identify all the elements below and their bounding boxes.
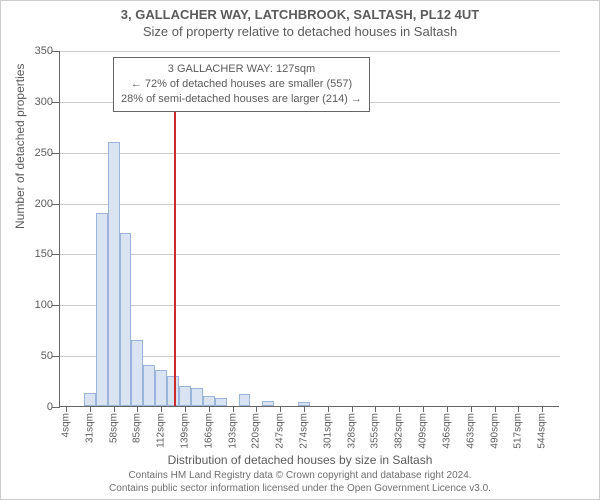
- x-tick-label: 58sqm: [108, 413, 119, 443]
- x-tick-label: 112sqm: [156, 413, 167, 448]
- x-tick-label: 436sqm: [441, 413, 452, 449]
- histogram-bar: [155, 370, 167, 406]
- x-tick-label: 301sqm: [322, 413, 333, 449]
- histogram-bar: [96, 213, 108, 406]
- x-tick-label: 382sqm: [394, 413, 405, 449]
- x-tick: [114, 406, 115, 412]
- x-tick-label: 220sqm: [251, 413, 262, 449]
- y-tick: [52, 51, 60, 52]
- x-tick-label: 85sqm: [132, 413, 143, 443]
- histogram-bar: [215, 398, 227, 406]
- x-tick: [137, 406, 138, 412]
- x-tick-label: 274sqm: [299, 413, 310, 449]
- y-tick-label: 150: [13, 248, 53, 260]
- y-tick-label: 200: [13, 198, 53, 210]
- callout-line1: 3 GALLACHER WAY: 127sqm: [121, 62, 362, 77]
- x-tick-label: 31sqm: [84, 413, 95, 443]
- x-tick: [90, 406, 91, 412]
- y-tick-label: 250: [13, 147, 53, 159]
- x-tick-label: 193sqm: [227, 413, 238, 449]
- y-tick: [52, 356, 60, 357]
- histogram-bar: [203, 396, 215, 406]
- y-tick-label: 100: [13, 299, 53, 311]
- y-tick: [52, 153, 60, 154]
- y-tick-label: 0: [13, 401, 53, 413]
- x-tick: [185, 406, 186, 412]
- y-tick: [52, 305, 60, 306]
- histogram-bar: [108, 142, 120, 406]
- x-axis-title: Distribution of detached houses by size …: [1, 453, 599, 467]
- y-tick-label: 300: [13, 96, 53, 108]
- grid-line: [60, 254, 560, 255]
- chart-area: 0501001502002503003504sqm31sqm58sqm85sqm…: [59, 51, 559, 407]
- histogram-bar: [191, 388, 203, 406]
- histogram-bar: [84, 393, 96, 406]
- x-tick: [471, 406, 472, 412]
- y-tick: [52, 204, 60, 205]
- footer-line1: Contains HM Land Registry data © Crown c…: [1, 469, 599, 482]
- x-tick: [304, 406, 305, 412]
- x-tick: [542, 406, 543, 412]
- y-tick-label: 50: [13, 350, 53, 362]
- histogram-bar: [239, 394, 251, 406]
- y-tick: [52, 407, 60, 408]
- histogram-bar: [262, 401, 274, 406]
- x-tick: [447, 406, 448, 412]
- histogram-bar: [143, 365, 155, 406]
- x-tick: [352, 406, 353, 412]
- x-tick: [399, 406, 400, 412]
- y-tick-label: 350: [13, 45, 53, 57]
- x-tick: [328, 406, 329, 412]
- y-tick: [52, 254, 60, 255]
- grid-line: [60, 204, 560, 205]
- page-title: 3, GALLACHER WAY, LATCHBROOK, SALTASH, P…: [1, 1, 599, 22]
- x-tick: [280, 406, 281, 412]
- chart-container: 3, GALLACHER WAY, LATCHBROOK, SALTASH, P…: [0, 0, 600, 500]
- histogram-bar: [179, 386, 191, 406]
- x-tick-label: 409sqm: [418, 413, 429, 449]
- x-tick-label: 4sqm: [60, 413, 71, 437]
- x-tick-label: 490sqm: [489, 413, 500, 449]
- x-tick-label: 328sqm: [346, 413, 357, 449]
- x-tick-label: 166sqm: [203, 413, 214, 449]
- grid-line: [60, 51, 560, 52]
- histogram-bar: [120, 233, 132, 406]
- callout-line3: 28% of semi-detached houses are larger (…: [121, 92, 362, 107]
- x-tick-label: 355sqm: [370, 413, 381, 449]
- footer: Contains HM Land Registry data © Crown c…: [1, 469, 599, 495]
- x-tick-label: 463sqm: [465, 413, 476, 449]
- x-tick-label: 247sqm: [275, 413, 286, 449]
- grid-line: [60, 305, 560, 306]
- x-tick-label: 544sqm: [537, 413, 548, 449]
- x-tick: [256, 406, 257, 412]
- callout-box: 3 GALLACHER WAY: 127sqm ← 72% of detache…: [113, 57, 370, 112]
- x-tick: [161, 406, 162, 412]
- histogram-bar: [131, 340, 143, 406]
- footer-line2: Contains public sector information licen…: [1, 482, 599, 495]
- y-tick: [52, 102, 60, 103]
- callout-line2: ← 72% of detached houses are smaller (55…: [121, 77, 362, 92]
- x-tick: [495, 406, 496, 412]
- x-tick-label: 139sqm: [180, 413, 191, 449]
- x-tick: [209, 406, 210, 412]
- x-tick: [233, 406, 234, 412]
- x-tick: [423, 406, 424, 412]
- x-tick: [66, 406, 67, 412]
- grid-line: [60, 153, 560, 154]
- x-tick: [375, 406, 376, 412]
- x-tick: [518, 406, 519, 412]
- x-tick-label: 517sqm: [513, 413, 524, 449]
- page-subtitle: Size of property relative to detached ho…: [1, 22, 599, 39]
- reference-line: [174, 107, 176, 406]
